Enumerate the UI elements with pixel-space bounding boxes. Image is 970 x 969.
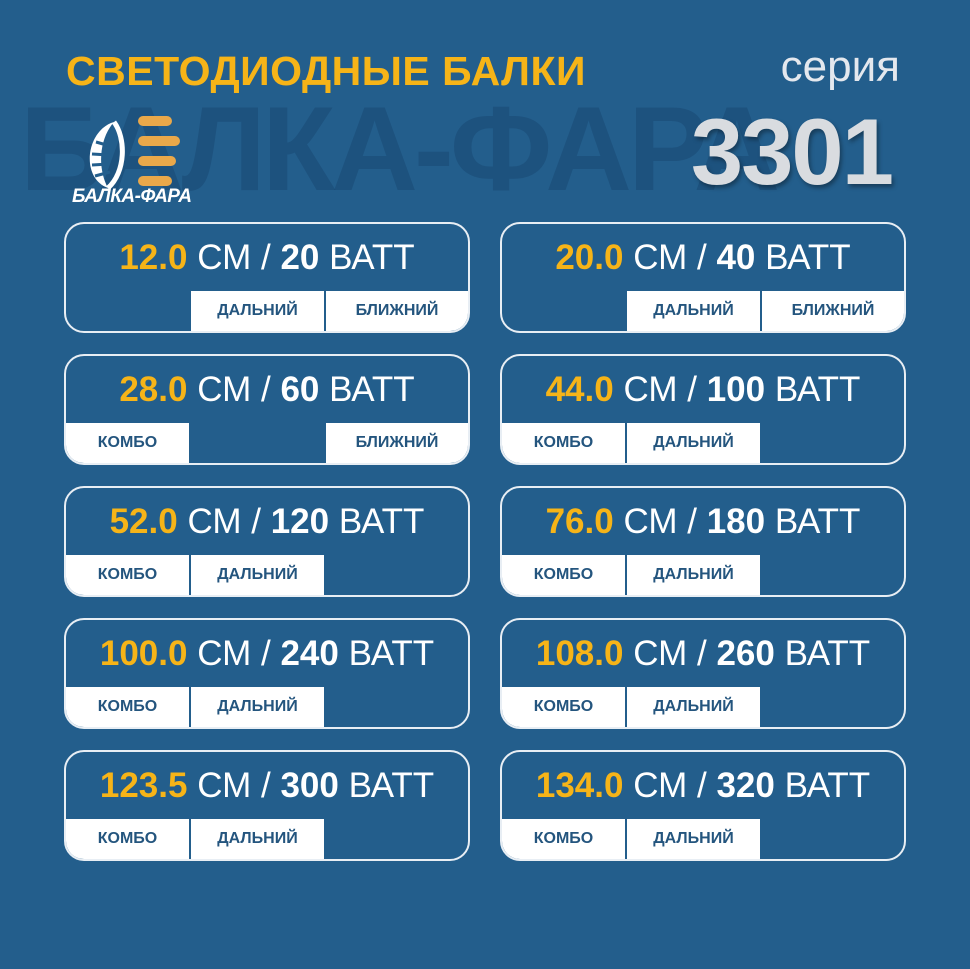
length-unit: СМ [197,634,252,673]
product-card: 28.0 СМ / 60 ВАТТ КОМБО БЛИЖНИЙ [64,354,470,465]
length-unit: СМ [633,238,688,277]
power-value: 40 [716,238,756,277]
length-value: 100.0 [99,634,188,673]
power-value: 320 [716,766,775,805]
beam-type-tab: ДАЛЬНИЙ [191,555,324,595]
series-number: 3301 [690,99,894,204]
length-unit: СМ [623,502,678,541]
length-value: 12.0 [119,238,188,277]
product-card: 108.0 СМ / 260 ВАТТ КОМБО ДАЛЬНИЙ [500,618,906,729]
power-value: 180 [706,502,766,541]
card-heading: 123.5 СМ / 300 ВАТТ [66,766,468,806]
length-value: 76.0 [545,502,614,541]
product-card: 44.0 СМ / 100 ВАТТ КОМБО ДАЛЬНИЙ [500,354,906,465]
product-card: 76.0 СМ / 180 ВАТТ КОМБО ДАЛЬНИЙ [500,486,906,597]
headlight-icon [89,116,180,190]
beam-type-tab: КОМБО [66,423,189,463]
length-unit: СМ [197,238,252,277]
power-value: 240 [280,634,339,673]
beam-type-tab: ДАЛЬНИЙ [627,291,760,331]
product-card: 100.0 СМ / 240 ВАТТ КОМБО ДАЛЬНИЙ [64,618,470,729]
length-value: 52.0 [109,502,178,541]
power-unit: ВАТТ [348,766,435,805]
separator: / [696,766,707,805]
beam-type-tab: КОМБО [502,687,625,727]
beam-type-tab: КОМБО [502,555,625,595]
separator: / [696,238,707,277]
beam-type-tab: ДАЛЬНИЙ [627,819,760,859]
separator: / [687,502,697,541]
length-value: 134.0 [535,766,624,805]
card-heading: 100.0 СМ / 240 ВАТТ [66,634,468,674]
product-card: 123.5 СМ / 300 ВАТТ КОМБО ДАЛЬНИЙ [64,750,470,861]
power-unit: ВАТТ [338,502,425,541]
power-unit: ВАТТ [765,238,851,277]
power-value: 100 [706,370,766,409]
length-value: 44.0 [545,370,614,409]
power-unit: ВАТТ [329,238,415,277]
separator: / [260,766,271,805]
card-heading: 134.0 СМ / 320 ВАТТ [502,766,904,806]
power-value: 300 [280,766,339,805]
beam-type-tab: БЛИЖНИЙ [762,291,904,331]
length-value: 108.0 [535,634,624,673]
separator: / [260,238,271,277]
beam-type-tab: БЛИЖНИЙ [326,291,468,331]
beam-type-tab: КОМБО [502,423,625,463]
power-value: 260 [716,634,775,673]
logo-text: БАЛКА-ФАРА [72,186,192,207]
beam-type-tab: КОМБО [66,555,189,595]
page-title: СВЕТОДИОДНЫЕ БАЛКИ [66,48,586,94]
beam-type-tab: ДАЛЬНИЙ [191,819,324,859]
beam-type-tab: ДАЛЬНИЙ [191,291,324,331]
length-unit: СМ [187,502,242,541]
card-heading: 12.0 СМ / 20 ВАТТ [66,238,468,278]
card-heading: 52.0 СМ / 120 ВАТТ [66,502,468,542]
card-heading: 108.0 СМ / 260 ВАТТ [502,634,904,674]
power-value: 20 [280,238,320,277]
length-unit: СМ [197,766,252,805]
product-card: 52.0 СМ / 120 ВАТТ КОМБО ДАЛЬНИЙ [64,486,470,597]
card-heading: 20.0 СМ / 40 ВАТТ [502,238,904,278]
length-unit: СМ [197,370,252,409]
series-label: серия [780,42,900,91]
beam-type-tab: ДАЛЬНИЙ [627,555,760,595]
length-unit: СМ [623,370,678,409]
card-heading: 76.0 СМ / 180 ВАТТ [502,502,904,542]
power-value: 120 [270,502,330,541]
separator: / [696,634,707,673]
product-card: 134.0 СМ / 320 ВАТТ КОМБО ДАЛЬНИЙ [500,750,906,861]
power-value: 60 [280,370,320,409]
length-value: 123.5 [99,766,188,805]
power-unit: ВАТТ [774,502,861,541]
power-unit: ВАТТ [784,634,871,673]
product-card: 20.0 СМ / 40 ВАТТ ДАЛЬНИЙ БЛИЖНИЙ [500,222,906,333]
watermark: БАЛКА-ФАРА [20,82,780,216]
power-unit: ВАТТ [329,370,415,409]
beam-type-tab: ДАЛЬНИЙ [627,687,760,727]
separator: / [687,370,697,409]
length-value: 28.0 [119,370,188,409]
length-unit: СМ [633,766,688,805]
beam-type-tab: ДАЛЬНИЙ [191,687,324,727]
card-heading: 28.0 СМ / 60 ВАТТ [66,370,468,410]
beam-type-tab: КОМБО [502,819,625,859]
separator: / [260,634,271,673]
product-card: 12.0 СМ / 20 ВАТТ ДАЛЬНИЙ БЛИЖНИЙ [64,222,470,333]
beam-type-tab: ДАЛЬНИЙ [627,423,760,463]
beam-type-tab: БЛИЖНИЙ [326,423,468,463]
beam-type-tab: КОМБО [66,687,189,727]
separator: / [260,370,271,409]
length-unit: СМ [633,634,688,673]
length-value: 20.0 [555,238,624,277]
card-heading: 44.0 СМ / 100 ВАТТ [502,370,904,410]
power-unit: ВАТТ [774,370,861,409]
power-unit: ВАТТ [348,634,435,673]
separator: / [251,502,261,541]
beam-type-tab: КОМБО [66,819,189,859]
power-unit: ВАТТ [784,766,871,805]
